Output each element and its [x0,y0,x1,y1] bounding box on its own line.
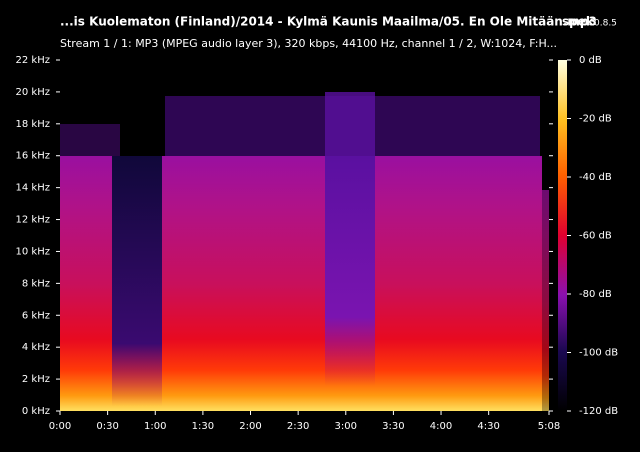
y-tick-label: 4 kHz [22,342,50,353]
y-tick-label: 14 kHz [16,183,50,194]
y-tick-label: 2 kHz [22,374,50,385]
y-tick-label: 12 kHz [16,215,50,226]
app-version: 0.8.5 [594,19,617,29]
y-tick-label: 6 kHz [22,310,50,321]
x-tick-label: 0:00 [49,421,71,432]
x-tick-label: 4:00 [430,421,452,432]
x-tick-label: 2:30 [287,421,309,432]
x-tick-label: 1:00 [144,421,166,432]
app-name: spek [562,15,595,29]
colorbar [558,60,567,411]
x-tick-label: 2:00 [239,421,261,432]
colorbar-tick-label: -40 dB [579,172,612,183]
colorbar-tick-label: -100 dB [579,348,618,359]
y-tick-label: 0 kHz [22,406,50,417]
colorbar-tick-label: -80 dB [579,289,612,300]
y-tick-label: 10 kHz [16,246,50,257]
spectrogram [60,60,549,411]
y-tick-label: 16 kHz [16,151,50,162]
x-tick-label: 1:30 [192,421,214,432]
y-tick-label: 8 kHz [22,278,50,289]
colorbar-tick-label: 0 dB [579,55,602,66]
y-tick-label: 18 kHz [16,119,50,130]
y-tick-label: 22 kHz [16,55,50,66]
colorbar-tick-label: -20 dB [579,114,612,125]
x-tick-label: 3:00 [335,421,357,432]
x-tick-label: 5:08 [538,421,560,432]
x-tick-label: 4:30 [477,421,499,432]
y-tick-label: 20 kHz [16,87,50,98]
x-tick-label: 3:30 [382,421,404,432]
x-tick-label: 0:30 [96,421,118,432]
subtitle: Stream 1 / 1: MP3 (MPEG audio layer 3), … [60,37,557,50]
title: ...is Kuolematon (Finland)/2014 - Kylmä … [60,15,597,29]
colorbar-tick-label: -60 dB [579,231,612,242]
colorbar-tick-label: -120 dB [579,406,618,417]
